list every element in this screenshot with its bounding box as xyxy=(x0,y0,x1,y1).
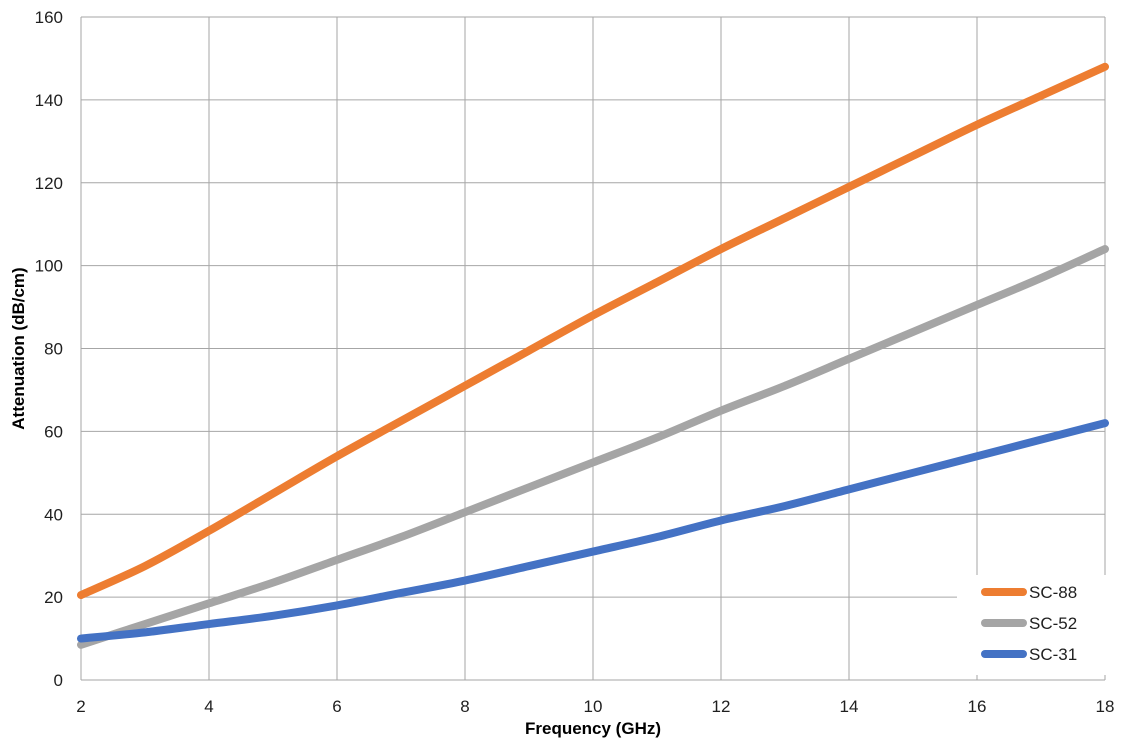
legend-label: SC-52 xyxy=(1029,614,1077,633)
legend-label: SC-31 xyxy=(1029,645,1077,664)
plot-grid xyxy=(80,16,1106,681)
x-tick-label: 14 xyxy=(840,697,859,716)
series-line-sc-52 xyxy=(77,245,1109,649)
x-tick-label: 12 xyxy=(712,697,731,716)
series-lines xyxy=(77,62,1109,649)
y-axis-tick-labels: 0 20 40 60 80 100 120 140 160 xyxy=(35,8,63,690)
y-tick-label: 80 xyxy=(44,340,63,359)
legend: SC-88 SC-52 SC-31 xyxy=(957,575,1107,675)
series-line-sc-31 xyxy=(77,419,1109,643)
x-tick-label: 4 xyxy=(204,697,213,716)
x-tick-label: 6 xyxy=(332,697,341,716)
y-tick-label: 40 xyxy=(44,505,63,524)
y-tick-label: 60 xyxy=(44,422,63,441)
y-tick-label: 20 xyxy=(44,588,63,607)
x-tick-label: 16 xyxy=(968,697,987,716)
x-tick-label: 8 xyxy=(460,697,469,716)
legend-label: SC-88 xyxy=(1029,583,1077,602)
x-tick-label: 10 xyxy=(584,697,603,716)
x-axis-tick-labels: 2 4 6 8 10 12 14 16 18 xyxy=(76,697,1114,716)
y-tick-label: 100 xyxy=(35,257,63,276)
y-tick-label: 160 xyxy=(35,8,63,27)
y-tick-label: 120 xyxy=(35,174,63,193)
y-tick-label: 0 xyxy=(54,671,63,690)
y-tick-label: 140 xyxy=(35,91,63,110)
y-axis-title: Attenuation (dB/cm) xyxy=(9,267,28,429)
x-axis-title: Frequency (GHz) xyxy=(525,719,661,738)
series-line-sc-88 xyxy=(77,62,1109,600)
x-tick-label: 18 xyxy=(1096,697,1115,716)
x-tick-label: 2 xyxy=(76,697,85,716)
